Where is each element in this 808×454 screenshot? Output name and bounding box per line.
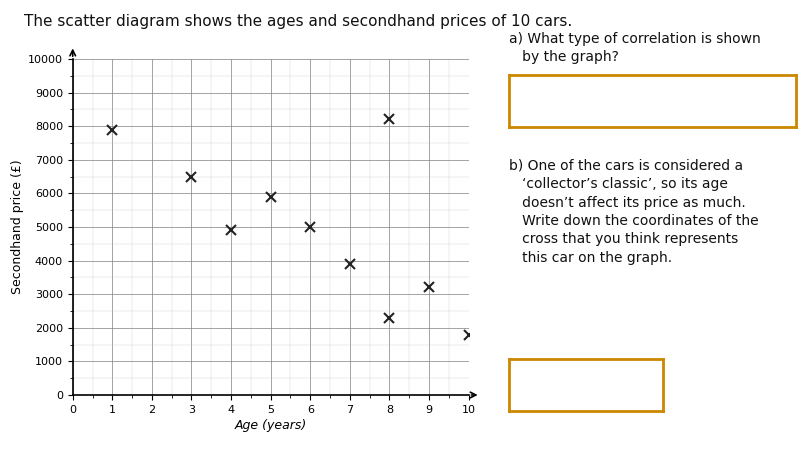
Text: The scatter diagram shows the ages and secondhand prices of 10 cars.: The scatter diagram shows the ages and s… bbox=[24, 14, 573, 29]
Text: b) One of the cars is considered a
   ‘collector’s classic’, so its age
   doesn: b) One of the cars is considered a ‘coll… bbox=[509, 159, 759, 265]
Y-axis label: Secondhand price (£): Secondhand price (£) bbox=[11, 160, 23, 294]
X-axis label: Age (years): Age (years) bbox=[234, 419, 307, 432]
Text: a) What type of correlation is shown
   by the graph?: a) What type of correlation is shown by … bbox=[509, 32, 761, 64]
